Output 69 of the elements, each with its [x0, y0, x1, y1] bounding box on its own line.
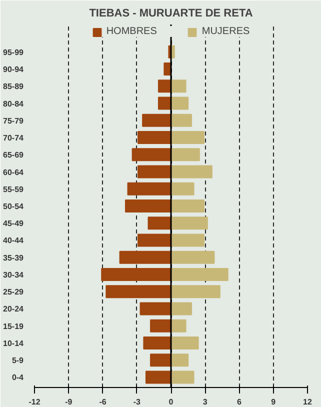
bar: [145, 370, 172, 384]
bar: [170, 165, 212, 178]
bar: [101, 268, 172, 281]
bar: [148, 216, 172, 230]
bar: [132, 148, 172, 162]
y-tick-label: 5-9: [12, 356, 24, 366]
bar: [142, 114, 172, 127]
y-tick-label: 75-79: [3, 116, 24, 126]
bar: [143, 336, 172, 350]
legend-label: MUJERES: [202, 26, 250, 37]
x-tick-label: 0: [168, 398, 174, 406]
bar: [138, 234, 172, 247]
bar: [170, 250, 215, 264]
bar: [170, 114, 192, 127]
bar: [170, 216, 208, 230]
bar: [125, 200, 172, 212]
bar: [170, 96, 189, 110]
bar: [170, 234, 204, 247]
bar: [138, 131, 172, 144]
legend-label: HOMBRES: [106, 26, 157, 37]
x-tick-label: -6: [99, 398, 107, 406]
bar: [170, 302, 192, 316]
bar: [170, 148, 200, 162]
x-tick-label: 12: [303, 398, 312, 406]
bar: [170, 131, 204, 144]
y-tick-label: 85-89: [3, 82, 24, 92]
bar: [170, 200, 204, 212]
y-tick-label: 65-69: [3, 150, 24, 160]
bar: [106, 285, 172, 298]
bar: [170, 319, 186, 332]
y-tick-label: 95-99: [3, 48, 24, 57]
bar: [158, 96, 172, 110]
bar: [170, 285, 220, 298]
chart-title: TIEBAS - MURUARTE DE RETA: [89, 8, 253, 20]
y-tick-label: 70-74: [3, 134, 24, 143]
bar: [170, 354, 189, 367]
bar: [119, 250, 172, 264]
bar: [170, 336, 199, 350]
y-tick-label: 35-39: [3, 253, 24, 262]
y-tick-label: 20-24: [3, 304, 24, 314]
bar: [170, 370, 194, 384]
bar: [170, 80, 186, 93]
y-tick-label: 10-14: [3, 338, 24, 348]
bar: [170, 182, 194, 196]
x-tick-label: 6: [237, 398, 242, 406]
y-tick-label: 25-29: [3, 288, 24, 297]
x-tick-label: 3: [202, 398, 208, 406]
y-tick-label: 0-4: [12, 373, 24, 382]
y-tick-label: 50-54: [3, 202, 24, 211]
y-tick-label: 40-44: [3, 236, 24, 246]
y-tick-label: 55-59: [3, 184, 24, 194]
x-tick-label: -12: [28, 398, 41, 406]
x-tick-label: 9: [271, 398, 276, 406]
y-tick-label: 90-94: [3, 65, 24, 74]
bar: [140, 302, 172, 316]
bar: [138, 165, 172, 178]
x-tick-label: -3: [133, 398, 141, 406]
y-tick-label: 45-49: [3, 219, 24, 228]
y-tick-label: 30-34: [3, 270, 24, 280]
y-tick-label: 15-19: [3, 322, 24, 331]
bar: [158, 80, 172, 93]
bar: [150, 354, 172, 367]
y-tick-label: 80-84: [3, 99, 24, 108]
x-tick-label: -9: [65, 398, 73, 406]
bar: [164, 62, 172, 76]
bar: [127, 182, 172, 196]
bar: [150, 319, 172, 332]
y-tick-label: 60-64: [3, 168, 24, 177]
bar: [170, 268, 228, 281]
